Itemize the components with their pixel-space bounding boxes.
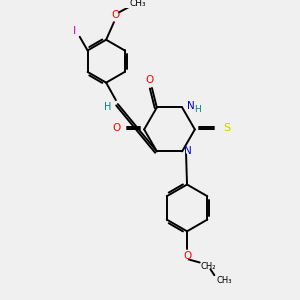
Text: O: O (112, 11, 120, 20)
Text: H: H (194, 105, 201, 114)
Text: I: I (73, 26, 76, 36)
Text: CH₂: CH₂ (201, 262, 216, 271)
Text: H: H (104, 102, 112, 112)
Text: N: N (184, 146, 192, 156)
Text: N: N (187, 100, 195, 110)
Text: O: O (146, 75, 154, 85)
Text: S: S (223, 123, 230, 134)
Text: O: O (113, 123, 121, 134)
Text: O: O (183, 251, 191, 261)
Text: CH₃: CH₃ (216, 275, 232, 284)
Text: CH₃: CH₃ (129, 0, 146, 8)
